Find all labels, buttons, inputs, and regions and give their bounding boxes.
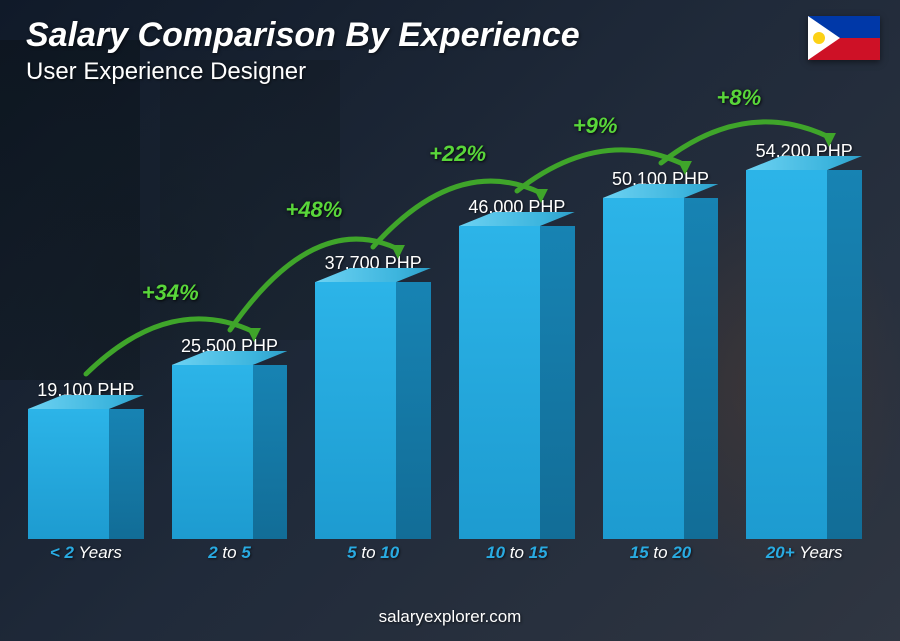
footer-source: salaryexplorer.com	[0, 607, 900, 627]
bar-side-face	[109, 409, 144, 539]
country-flag-philippines	[808, 16, 880, 60]
x-axis-label: < 2 Years	[28, 543, 144, 567]
x-axis-label: 10 to 15	[459, 543, 575, 567]
x-axis-label: 5 to 10	[315, 543, 431, 567]
bar	[746, 170, 862, 539]
bar-front-face	[746, 170, 827, 539]
pct-change-label: +34%	[142, 280, 199, 306]
bar	[28, 409, 144, 539]
flag-sun-icon	[813, 32, 825, 44]
chart-subtitle: User Experience Designer	[26, 58, 306, 86]
x-axis-label: 2 to 5	[172, 543, 288, 567]
bar-front-face	[28, 409, 109, 539]
bar-side-face	[684, 198, 719, 539]
pct-change-label: +8%	[716, 85, 761, 111]
pct-change-label: +9%	[573, 113, 618, 139]
x-axis-labels: < 2 Years 2 to 5 5 to 10 10 to 15 15 to 20 20…	[28, 543, 862, 567]
pct-change-label: +48%	[285, 197, 342, 223]
pct-change-label: +22%	[429, 141, 486, 167]
x-axis-label: 15 to 20	[603, 543, 719, 567]
x-axis-label: 20+ Years	[746, 543, 862, 567]
bar-side-face	[827, 170, 862, 539]
chart-title: Salary Comparison By Experience	[26, 16, 580, 55]
infographic-container: Salary Comparison By Experience User Exp…	[0, 0, 900, 641]
bar-front-face	[603, 198, 684, 539]
bar	[603, 198, 719, 539]
